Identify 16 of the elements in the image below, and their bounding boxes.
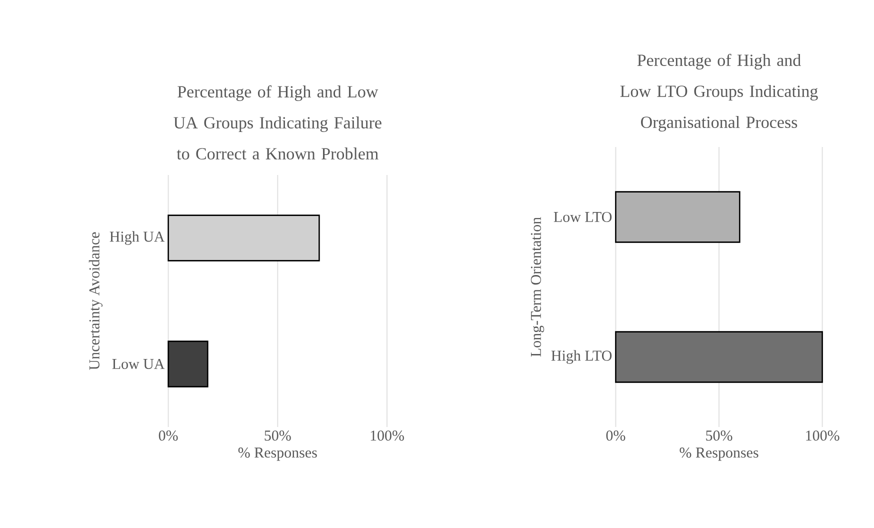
x-tick-label: 0%: [158, 430, 178, 441]
y-tick-label: High UA: [110, 231, 165, 245]
y-axis-title: Uncertainty Avoidance: [88, 232, 103, 370]
x-tick-label: 50%: [264, 430, 291, 441]
chart-title: Percentage of High and Low UA Groups Indicating Failure to Correct a Known Problem: [174, 85, 382, 160]
x-axis-title: % Responses: [680, 448, 758, 461]
x-tick-label: 100%: [806, 430, 840, 441]
x-axis-title: % Responses: [238, 448, 317, 461]
x-tick-label: 0%: [606, 430, 626, 441]
x-tick-label: 100%: [370, 430, 404, 441]
x-tick-label: 50%: [706, 430, 732, 441]
y-axis-title: Long-Term Orientation: [530, 217, 544, 357]
y-tick-label: Low LTO: [554, 212, 612, 222]
chart-title: Percentage of High and Low LTO Groups Indicating Organisational Process: [620, 54, 818, 132]
y-tick-label: Low UA: [112, 358, 165, 370]
y-tick-label: High LTO: [551, 350, 612, 364]
